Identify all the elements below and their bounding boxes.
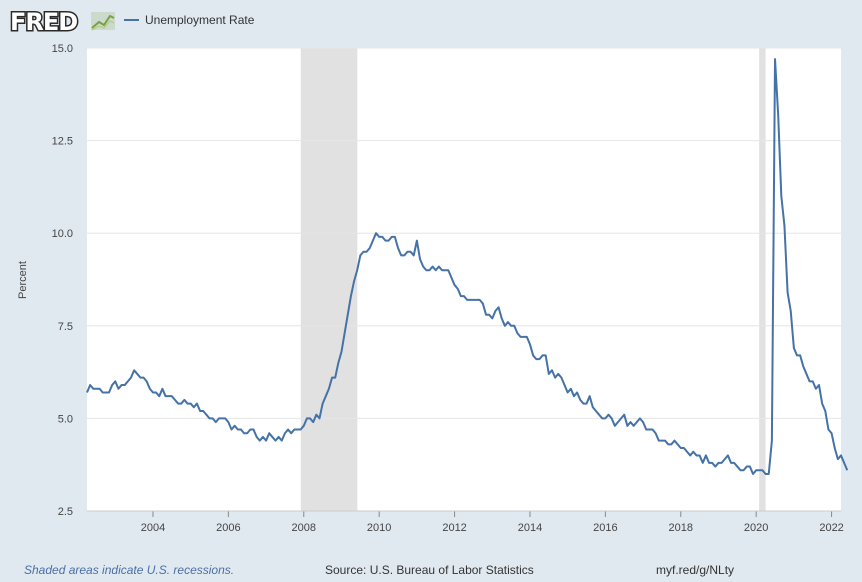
recession-band-0 bbox=[300, 48, 358, 511]
x-tick-label: 2012 bbox=[442, 522, 466, 534]
y-axis-title: Percent bbox=[17, 261, 29, 299]
short-url[interactable]: myf.red/g/NLty bbox=[656, 563, 735, 577]
y-axis: 2.5 5.0 7.5 10.0 12.5 15.0 bbox=[52, 43, 73, 518]
y-tick-label: 2.5 bbox=[58, 506, 73, 518]
x-tick-label: 2018 bbox=[669, 522, 693, 534]
x-tick-label: 2010 bbox=[367, 522, 391, 534]
recession-bands bbox=[300, 48, 766, 511]
x-tick-label: 2006 bbox=[216, 522, 240, 534]
x-tick-label: 2008 bbox=[292, 522, 316, 534]
x-tick-label: 2016 bbox=[593, 522, 617, 534]
x-axis: 2004 2006 2008 2010 2012 2014 2016 2018 2020 2022 bbox=[87, 510, 844, 534]
series-line-0[interactable] bbox=[86, 58, 849, 475]
plot-area bbox=[87, 48, 841, 511]
y-tick-label: 10.0 bbox=[52, 228, 73, 240]
source-text: Source: U.S. Bureau of Labor Statistics bbox=[325, 563, 534, 577]
fred-logo-text: FRED bbox=[10, 8, 77, 36]
legend: Unemployment Rate bbox=[124, 13, 255, 27]
fred-logo[interactable]: FRED bbox=[9, 7, 115, 38]
x-tick-label: 2014 bbox=[518, 522, 542, 534]
y-tick-label: 15.0 bbox=[52, 43, 73, 55]
legend-label: Unemployment Rate bbox=[145, 13, 255, 27]
y-tick-label: 5.0 bbox=[58, 413, 73, 425]
series-layer bbox=[86, 58, 849, 475]
x-tick-label: 2004 bbox=[141, 522, 165, 534]
x-tick-label: 2022 bbox=[819, 522, 843, 534]
fred-chart-icon bbox=[91, 12, 115, 31]
recession-note: Shaded areas indicate U.S. recessions. bbox=[24, 563, 235, 577]
y-tick-label: 7.5 bbox=[58, 321, 73, 333]
y-tick-label: 12.5 bbox=[52, 136, 73, 148]
recession-band-1 bbox=[759, 48, 766, 511]
x-tick-label: 2020 bbox=[744, 522, 768, 534]
